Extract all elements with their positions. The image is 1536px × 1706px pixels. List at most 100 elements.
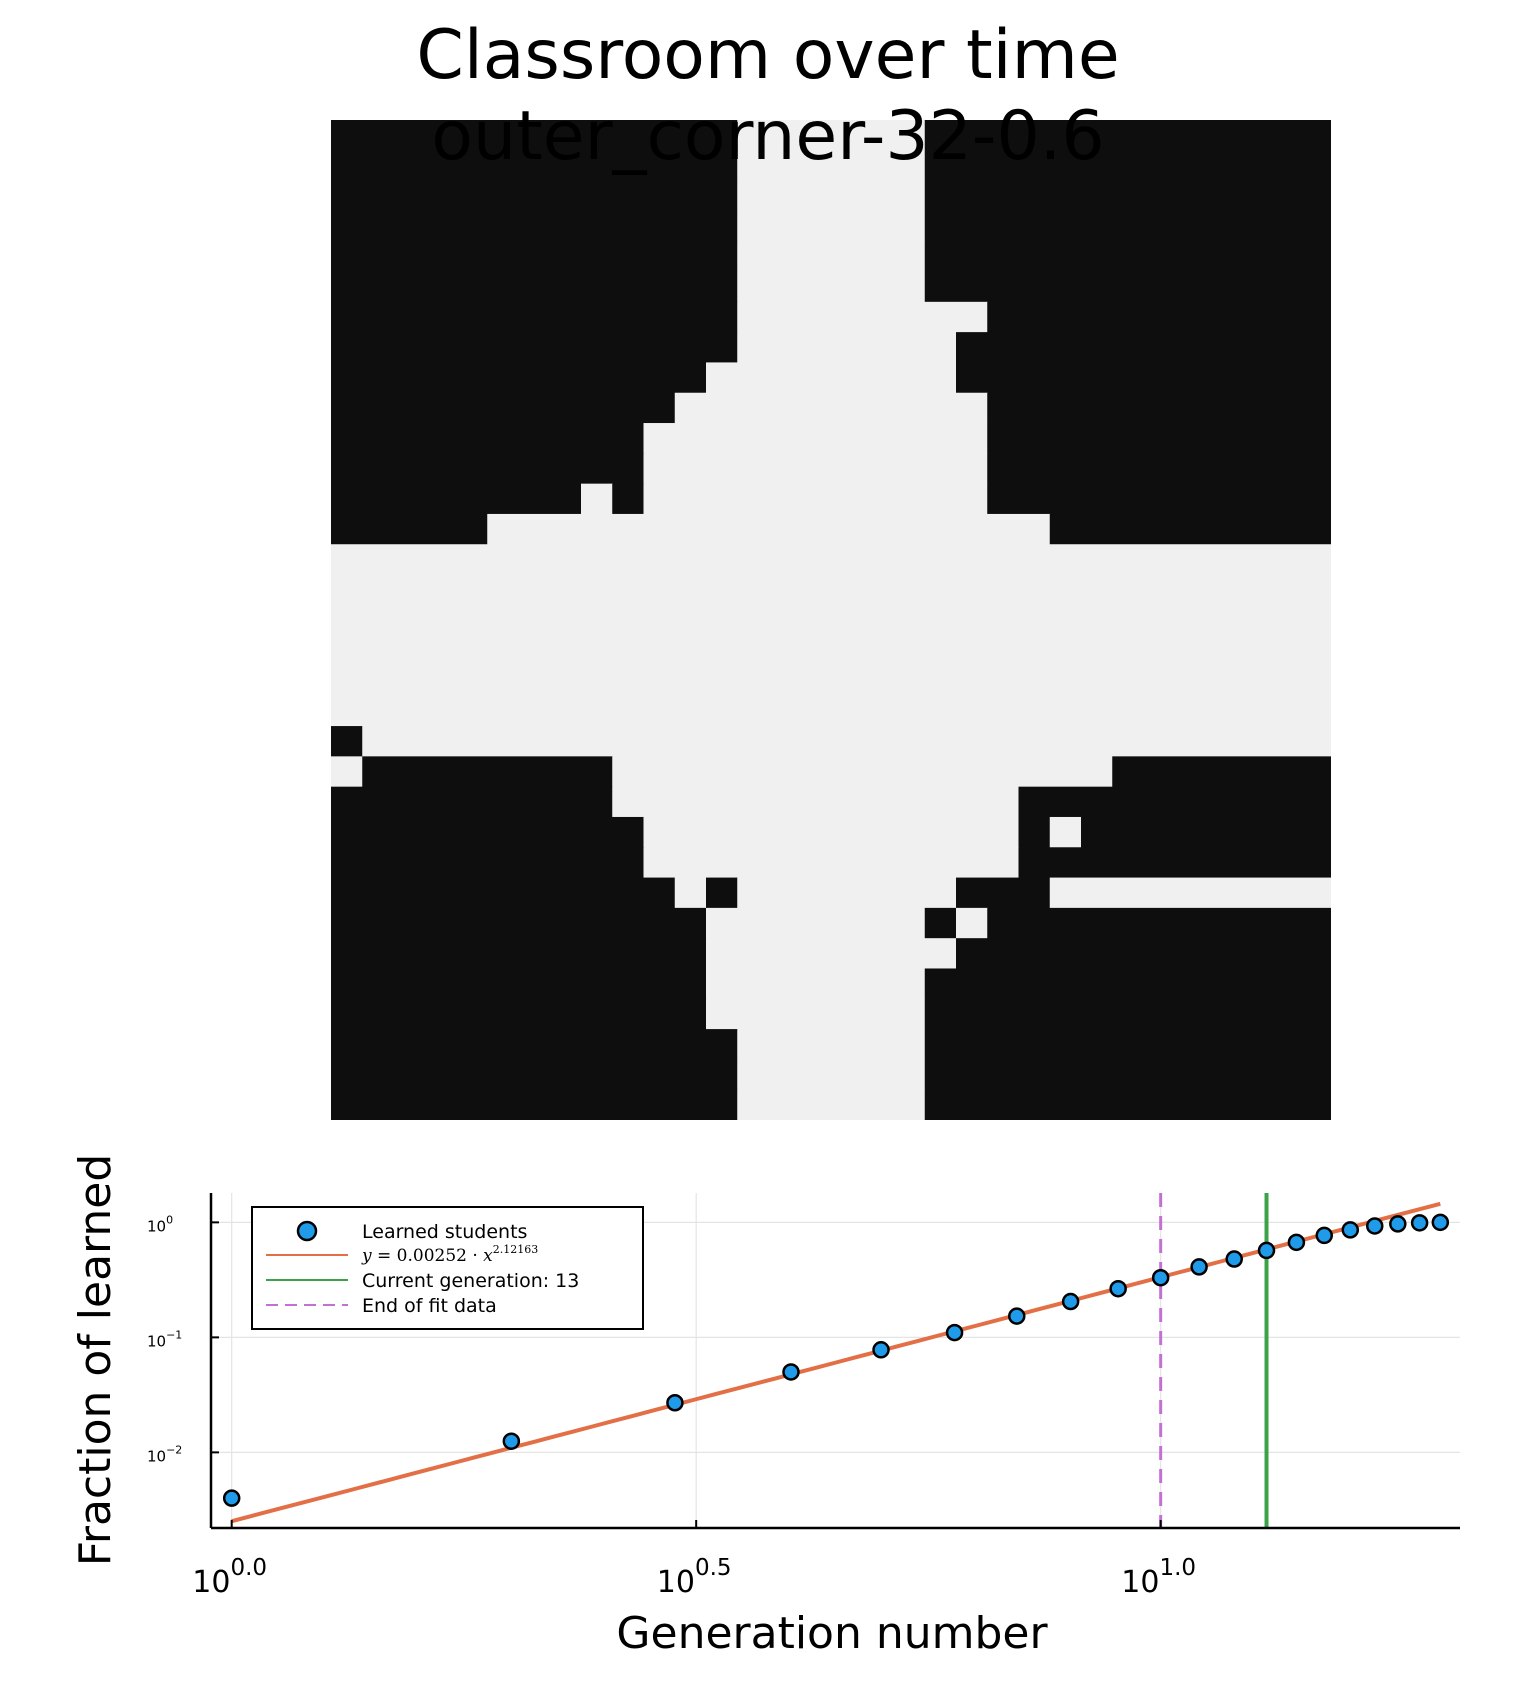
y-tick-label: 10−1 <box>147 1328 182 1350</box>
grid-cells-learned <box>643 453 988 485</box>
grid-cells-not-learned <box>331 1059 738 1091</box>
x-tick-label: 100.5 <box>657 1555 732 1600</box>
grid-cells-not-learned <box>956 877 1051 909</box>
grid-cells-learned <box>331 574 1331 606</box>
grid-cells-learned <box>737 241 926 273</box>
grid-cells-not-learned <box>924 210 1331 242</box>
grid-cells-not-learned <box>331 453 645 485</box>
data-point <box>1061 1292 1080 1311</box>
grid-cells-not-learned <box>331 786 613 818</box>
data-point <box>502 1432 521 1450</box>
chart-title-line-1: Classroom over time <box>416 16 1120 95</box>
grid-cells-learned <box>612 756 1113 788</box>
grid-cells-learned <box>737 210 926 242</box>
classroom-grid <box>331 120 1331 1120</box>
grid-cells-learned <box>612 786 1020 818</box>
data-point <box>1365 1217 1384 1235</box>
data-point <box>782 1363 800 1381</box>
grid-cells-learned <box>362 726 1331 757</box>
grid-cells-not-learned <box>331 180 738 212</box>
grid-cells-not-learned <box>956 938 1331 970</box>
y-tick-label: 100 <box>147 1213 173 1235</box>
data-point <box>1410 1214 1429 1232</box>
grid-cells-not-learned <box>331 726 363 757</box>
grid-cells-not-learned <box>331 241 738 273</box>
grid-cells-not-learned <box>1112 756 1331 788</box>
grid-cells-not-learned <box>1018 816 1051 848</box>
grid-cells-learned <box>737 271 926 303</box>
grid-cells-not-learned <box>924 271 1331 303</box>
legend-marker-scatter <box>296 1220 318 1242</box>
grid-cells-not-learned <box>987 301 1331 333</box>
grid-cells-learned <box>737 301 988 333</box>
grid-cells-learned <box>737 1089 926 1120</box>
grid-cells-learned <box>737 150 926 182</box>
grid-cells-not-learned <box>924 1029 1331 1060</box>
grid-cells-not-learned <box>1081 816 1331 848</box>
grid-cells-not-learned <box>1049 513 1331 545</box>
plot-axes <box>209 1193 1460 1530</box>
grid-cells-learned <box>706 362 957 394</box>
data-point <box>1190 1258 1208 1276</box>
grid-cells-learned <box>1049 816 1082 848</box>
grid-cells-not-learned <box>331 847 645 879</box>
grid-cells-not-learned <box>987 392 1331 424</box>
grid-cells-not-learned <box>924 120 1331 151</box>
legend-label-end-fit: End of fit data <box>362 1295 497 1317</box>
grid-cells-not-learned <box>331 1029 738 1060</box>
grid-cells-learned <box>737 180 926 212</box>
grid-cells-not-learned <box>612 483 645 515</box>
data-point <box>1151 1268 1170 1287</box>
grid-cells-not-learned <box>924 150 1331 182</box>
grid-cells-not-learned <box>331 1089 738 1120</box>
grid-cells-not-learned <box>331 968 707 1000</box>
grid-cells-not-learned <box>331 120 738 151</box>
grid-cells-not-learned <box>1018 786 1331 818</box>
grid-cells-learned <box>643 816 1020 848</box>
grid-cells-learned <box>643 423 988 454</box>
grid-cells-not-learned <box>331 210 738 242</box>
grid-cells-learned <box>706 998 926 1030</box>
grid-cells-not-learned <box>1018 847 1331 879</box>
grid-cells-learned <box>1049 877 1331 909</box>
grid-cells-learned <box>487 513 1051 545</box>
tick-labels: 100.0 100.5 101.0 10−2 10−1 100 <box>147 1213 1196 1600</box>
grid-cells-learned <box>737 877 957 909</box>
grid-cells-not-learned <box>331 513 488 545</box>
grid-cells-not-learned <box>987 453 1331 485</box>
grid-cells-not-learned <box>331 816 645 848</box>
grid-cells-not-learned <box>924 180 1331 212</box>
data-point <box>1008 1307 1026 1325</box>
data-point <box>1109 1279 1127 1298</box>
grid-cells-learned <box>737 120 926 151</box>
legend-label-current: Current generation: 13 <box>362 1270 579 1292</box>
legend-label-scatter: Learned students <box>362 1221 527 1243</box>
grid-cells-learned <box>737 1029 926 1060</box>
legend-box <box>251 1206 644 1330</box>
grid-cells-not-learned <box>956 332 1331 364</box>
data-point <box>1225 1250 1243 1268</box>
grid-cells-learned <box>331 635 1331 667</box>
grid-cells-not-learned <box>331 877 676 909</box>
grid-cells-not-learned <box>987 483 1331 515</box>
grid-cells-learned <box>331 604 1331 636</box>
grid-cells-learned <box>706 938 957 970</box>
data-point <box>1257 1241 1276 1260</box>
x-tick-label: 101.0 <box>1121 1555 1196 1600</box>
x-tick-label: 100.0 <box>192 1555 267 1600</box>
grid-cells-not-learned <box>331 423 645 454</box>
grid-cells-not-learned <box>924 241 1331 273</box>
grid-cells-not-learned <box>924 998 1331 1030</box>
grid-cells-not-learned <box>987 907 1331 939</box>
grid-cells-learned <box>643 847 1020 879</box>
data-point <box>1287 1233 1306 1252</box>
grid-cells-not-learned <box>924 907 957 939</box>
grid-cells-not-learned <box>331 150 738 182</box>
y-tick-label: 10−2 <box>147 1443 182 1465</box>
data-point <box>1431 1213 1450 1232</box>
grid-cells-not-learned <box>331 938 707 970</box>
grid-cells-learned <box>706 907 926 939</box>
data-point <box>1341 1221 1360 1239</box>
data-point <box>945 1323 964 1342</box>
data-point <box>222 1489 241 1507</box>
